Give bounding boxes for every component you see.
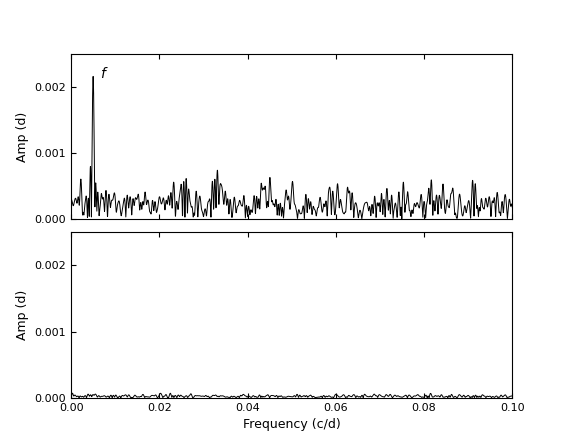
Y-axis label: Amp (d): Amp (d) bbox=[16, 290, 29, 340]
Y-axis label: Amp (d): Amp (d) bbox=[16, 111, 29, 161]
Text: f: f bbox=[100, 67, 105, 81]
X-axis label: Frequency (c/d): Frequency (c/d) bbox=[243, 418, 340, 431]
